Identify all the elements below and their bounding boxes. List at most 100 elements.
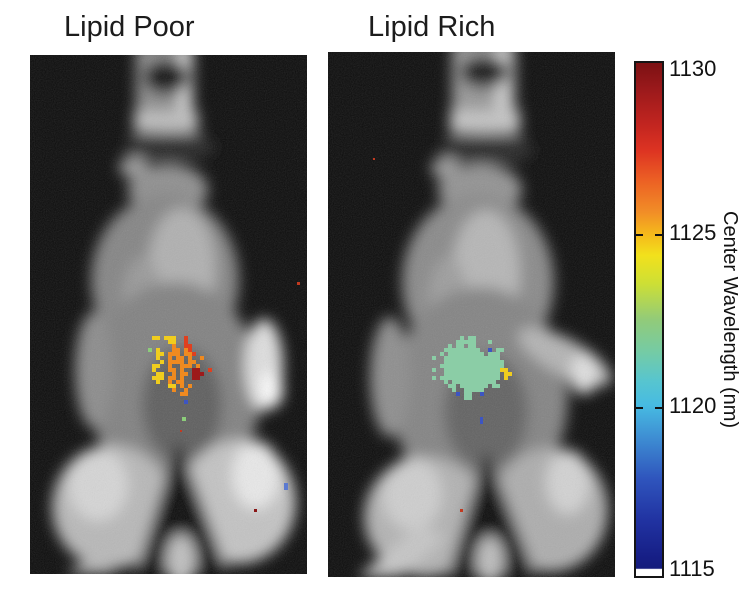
overlay-cell [492, 368, 496, 372]
overlay-cell [476, 356, 480, 360]
overlay-cell [460, 348, 464, 352]
overlay-cell [184, 372, 188, 376]
overlay-cell [480, 380, 484, 384]
overlay-cell [180, 360, 184, 364]
overlay-cell [188, 344, 192, 348]
overlay-cell [464, 392, 468, 396]
overlay-cell [456, 364, 460, 368]
overlay-cell [468, 376, 472, 380]
overlay-cell [468, 344, 472, 348]
overlay-cell [184, 336, 188, 340]
overlay-cell [184, 388, 188, 392]
overlay-cell [460, 352, 464, 356]
overlay-cell [464, 356, 468, 360]
overlay-cell [488, 348, 492, 352]
overlay-cell [164, 336, 168, 340]
overlay-cell [480, 360, 484, 364]
overlay-cell [488, 368, 492, 372]
overlay-cell [464, 364, 468, 368]
overlay-cell [468, 352, 472, 356]
overlay-cell [472, 372, 476, 376]
overlay-stray-pixel [460, 509, 463, 512]
overlay-cell [452, 376, 456, 380]
overlay-cell [476, 368, 480, 372]
overlay-cell [460, 380, 464, 384]
mouse-panel-lipid-poor [30, 55, 307, 574]
overlay-cell [180, 376, 184, 380]
overlay-cell [492, 352, 496, 356]
overlay-cell [172, 376, 176, 380]
overlay-cell [484, 364, 488, 368]
overlay-cell [444, 368, 448, 372]
overlay-cell [484, 368, 488, 372]
overlay-cell [472, 344, 476, 348]
overlay-cell [448, 344, 452, 348]
overlay-cell [480, 352, 484, 356]
colorbar-tick [655, 234, 662, 237]
overlay-cell [464, 348, 468, 352]
overlay-cell [444, 360, 448, 364]
overlay-cell [180, 356, 184, 360]
overlay-cell [200, 372, 204, 376]
overlay-cell [472, 348, 476, 352]
overlay-cell [448, 372, 452, 376]
overlay-cell [184, 364, 188, 368]
overlay-cell [480, 372, 484, 376]
overlay-cell [160, 376, 164, 380]
overlay-cell [152, 368, 156, 372]
overlay-cell [160, 372, 164, 376]
overlay-cell [468, 372, 472, 376]
overlay-cell [456, 368, 460, 372]
overlay-cell [488, 360, 492, 364]
overlay-cell [188, 352, 192, 356]
overlay-cell [456, 348, 460, 352]
overlay-cell [492, 364, 496, 368]
overlay-cell [456, 372, 460, 376]
overlay-cell [152, 336, 156, 340]
overlay-cell [156, 356, 160, 360]
overlay-cell [460, 384, 464, 388]
overlay-cell [500, 360, 504, 364]
colorbar-tick-label: 1125 [669, 220, 717, 246]
overlay-cell [180, 384, 184, 388]
colorbar-tick-label: 1130 [669, 56, 717, 81]
overlay-cell [468, 348, 472, 352]
overlay-cell [180, 368, 184, 372]
overlay-cell [452, 348, 456, 352]
overlay-cell [444, 356, 448, 360]
overlay-cell [452, 364, 456, 368]
overlay-cell [448, 384, 452, 388]
overlay-cell [484, 376, 488, 380]
overlay-cell [188, 384, 192, 388]
overlay-cell [496, 364, 500, 368]
colorbar-axis-label: Center Wavelength (nm) [719, 210, 741, 429]
overlay-cell [152, 376, 156, 380]
overlay-cell [464, 352, 468, 356]
mouse-photo-lipid-rich [328, 52, 615, 577]
overlay-cell [456, 340, 460, 344]
overlay-cell [476, 376, 480, 380]
overlay-cell [476, 348, 480, 352]
overlay-cell [432, 356, 436, 360]
overlay-cell [448, 368, 452, 372]
overlay-cell [488, 372, 492, 376]
overlay-cell [444, 348, 448, 352]
overlay-cell [188, 348, 192, 352]
overlay-cell [172, 340, 176, 344]
overlay-cell [432, 376, 436, 380]
overlay-cell [180, 392, 184, 396]
overlay-cell [472, 368, 476, 372]
overlay-cell [504, 372, 508, 376]
overlay-cell [176, 348, 180, 352]
overlay-cell [500, 364, 504, 368]
overlay-cell [200, 356, 204, 360]
overlay-cell [492, 356, 496, 360]
overlay-cell [472, 388, 476, 392]
overlay-cell [208, 368, 212, 372]
overlay-cell [156, 380, 160, 384]
overlay-cell [480, 376, 484, 380]
overlay-cell [152, 364, 156, 368]
overlay-stray-pixel [373, 158, 375, 160]
overlay-cell [496, 376, 500, 380]
overlay-cell [460, 360, 464, 364]
